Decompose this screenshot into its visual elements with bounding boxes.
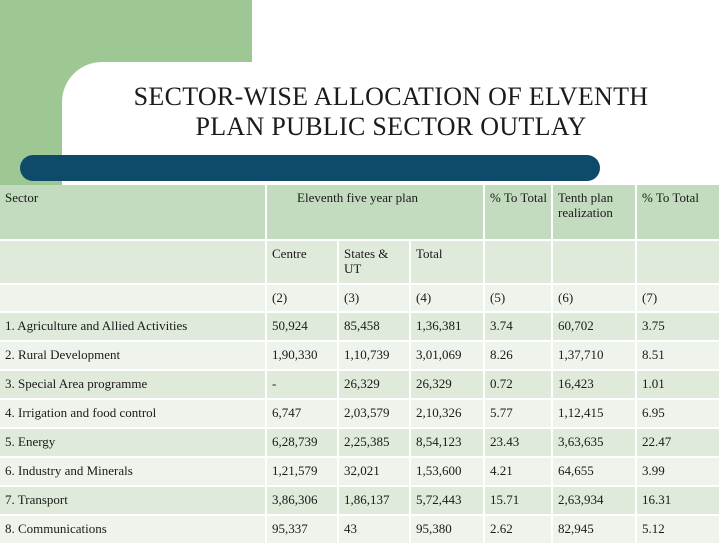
column-number: (5) xyxy=(484,284,554,313)
cell-states: 1,10,739 xyxy=(338,341,411,371)
header-eleventh-plan: Eleventh five year plan xyxy=(266,185,486,241)
cell-total: 3,01,069 xyxy=(410,341,486,371)
cell-total: 2,10,326 xyxy=(410,399,486,429)
table-row: 7. Transport 3,86,306 1,86,137 5,72,443 … xyxy=(0,486,720,516)
cell-sector: 1. Agriculture and Allied Activities xyxy=(0,312,267,342)
cell-pct2: 6.95 xyxy=(636,399,720,429)
table-row: 4. Irrigation and food control 6,747 2,0… xyxy=(0,399,720,429)
cell-sector: 2. Rural Development xyxy=(0,341,267,371)
cell-centre: 3,86,306 xyxy=(266,486,339,516)
cell-pct2: 16.31 xyxy=(636,486,720,516)
cell-centre: - xyxy=(266,370,339,400)
cell-centre: 50,924 xyxy=(266,312,339,342)
cell-pct: 23.43 xyxy=(484,428,554,458)
table-row: 3. Special Area programme - 26,329 26,32… xyxy=(0,370,720,400)
cell-pct2: 1.01 xyxy=(636,370,720,400)
subheader-blank xyxy=(484,240,554,285)
cell-tenth: 3,63,635 xyxy=(552,428,638,458)
subheader-blank xyxy=(0,240,267,285)
column-number-blank xyxy=(0,284,267,313)
allocation-table: Sector Eleventh five year plan % To Tota… xyxy=(0,185,720,545)
cell-pct: 15.71 xyxy=(484,486,554,516)
column-number: (4) xyxy=(410,284,486,313)
column-number: (6) xyxy=(552,284,638,313)
cell-pct: 5.77 xyxy=(484,399,554,429)
subheader-states: States & UT xyxy=(338,240,411,285)
column-number-row: (2) (3) (4) (5) (6) (7) xyxy=(0,284,720,313)
cell-centre: 95,337 xyxy=(266,515,339,545)
table-row: 2. Rural Development 1,90,330 1,10,739 3… xyxy=(0,341,720,371)
subheader-centre: Centre xyxy=(266,240,339,285)
cell-states: 32,021 xyxy=(338,457,411,487)
cell-sector: 6. Industry and Minerals xyxy=(0,457,267,487)
cell-pct: 4.21 xyxy=(484,457,554,487)
header-pct-total-2: % To Total xyxy=(636,185,720,241)
cell-total: 5,72,443 xyxy=(410,486,486,516)
cell-sector: 4. Irrigation and food control xyxy=(0,399,267,429)
slide-title: SECTOR-WISE ALLOCATION OF ELVENTH PLAN P… xyxy=(62,82,720,142)
title-line-1: SECTOR-WISE ALLOCATION OF ELVENTH xyxy=(133,82,649,111)
cell-pct2: 3.75 xyxy=(636,312,720,342)
header-pct-total: % To Total xyxy=(484,185,554,241)
cell-sector: 5. Energy xyxy=(0,428,267,458)
table-row: 5. Energy 6,28,739 2,25,385 8,54,123 23.… xyxy=(0,428,720,458)
table-row: 1. Agriculture and Allied Activities 50,… xyxy=(0,312,720,342)
cell-sector: 3. Special Area programme xyxy=(0,370,267,400)
cell-states: 85,458 xyxy=(338,312,411,342)
cell-total: 1,36,381 xyxy=(410,312,486,342)
cell-pct: 0.72 xyxy=(484,370,554,400)
cell-pct2: 8.51 xyxy=(636,341,720,371)
title-line-2: PLAN PUBLIC SECTOR OUTLAY xyxy=(195,112,587,141)
cell-states: 1,86,137 xyxy=(338,486,411,516)
table-row: 6. Industry and Minerals 1,21,579 32,021… xyxy=(0,457,720,487)
cell-total: 26,329 xyxy=(410,370,486,400)
cell-total: 1,53,600 xyxy=(410,457,486,487)
cell-pct2: 3.99 xyxy=(636,457,720,487)
decorative-title-bar xyxy=(20,155,600,181)
header-sector: Sector xyxy=(0,185,267,241)
cell-total: 8,54,123 xyxy=(410,428,486,458)
column-number: (2) xyxy=(266,284,339,313)
cell-pct: 3.74 xyxy=(484,312,554,342)
cell-centre: 1,21,579 xyxy=(266,457,339,487)
cell-pct: 8.26 xyxy=(484,341,554,371)
header-tenth-plan: Tenth plan realization xyxy=(552,185,638,241)
cell-states: 2,03,579 xyxy=(338,399,411,429)
cell-centre: 6,28,739 xyxy=(266,428,339,458)
cell-states: 26,329 xyxy=(338,370,411,400)
cell-centre: 6,747 xyxy=(266,399,339,429)
cell-sector: 7. Transport xyxy=(0,486,267,516)
column-number: (7) xyxy=(636,284,720,313)
cell-centre: 1,90,330 xyxy=(266,341,339,371)
subheader-total: Total xyxy=(410,240,486,285)
header-row: Sector Eleventh five year plan % To Tota… xyxy=(0,185,720,241)
cell-tenth: 60,702 xyxy=(552,312,638,342)
cell-tenth: 1,37,710 xyxy=(552,341,638,371)
cell-tenth: 2,63,934 xyxy=(552,486,638,516)
cell-states: 2,25,385 xyxy=(338,428,411,458)
cell-tenth: 16,423 xyxy=(552,370,638,400)
subheader-blank xyxy=(636,240,720,285)
subheader-row: Centre States & UT Total xyxy=(0,240,720,285)
column-number: (3) xyxy=(338,284,411,313)
cell-tenth: 64,655 xyxy=(552,457,638,487)
cell-tenth: 1,12,415 xyxy=(552,399,638,429)
cell-pct2: 22.47 xyxy=(636,428,720,458)
subheader-blank xyxy=(552,240,638,285)
